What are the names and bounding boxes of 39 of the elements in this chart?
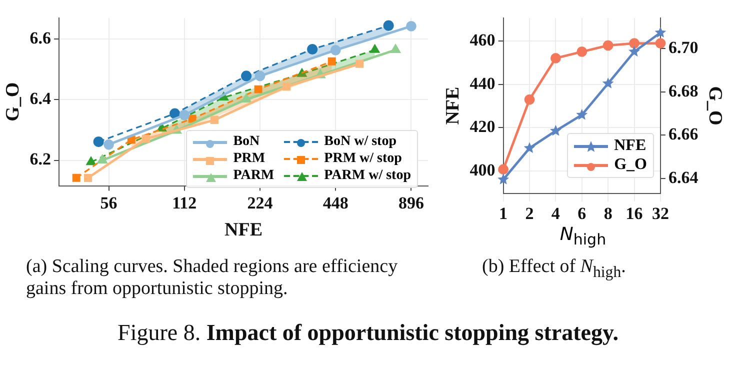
legend-label: BoN w/ stop xyxy=(324,134,397,150)
legend-label: PRM w/ stop xyxy=(324,151,402,167)
y2-tick-label: 6.64 xyxy=(668,168,699,187)
y2-tick-label: 6.66 xyxy=(668,124,698,144)
y2-tick-label: 6.70 xyxy=(668,38,698,58)
x-tick-label: 112 xyxy=(172,193,197,212)
legend-label: G_O xyxy=(614,156,647,174)
legend-label: NFE xyxy=(614,137,646,155)
x-tick-label: 16 xyxy=(626,204,643,224)
y-tick-label: 440 xyxy=(470,74,496,93)
legend-label: PARM w/ stop xyxy=(324,168,411,184)
legend-label: BoN xyxy=(233,134,260,150)
y-tick-label: 6.6 xyxy=(30,28,52,48)
y-tick-label: 6.4 xyxy=(30,89,52,108)
x-axis-title: NFE xyxy=(224,220,263,241)
y-tick-label: 420 xyxy=(470,117,496,136)
y2-axis-title: G_O xyxy=(704,86,726,126)
y2-tick-label: 6.68 xyxy=(668,81,698,100)
legend-label: PARM xyxy=(233,168,274,184)
x-tick-label: 2 xyxy=(525,204,534,224)
x-tick-label: 4 xyxy=(551,204,560,224)
x-tick-label: 56 xyxy=(100,193,118,212)
y-axis-title: G_O xyxy=(2,82,24,122)
x-tick-label: 32 xyxy=(652,204,669,224)
x-axis-title: N$_{high}$ xyxy=(560,224,606,249)
x-tick-label: 1 xyxy=(499,204,508,224)
x-tick-label: 6 xyxy=(578,204,586,224)
y-tick-label: 460 xyxy=(470,30,496,50)
caption: Figure 8. Impact of opportunistic stopping strategy. xyxy=(118,320,618,345)
text: (b) Effect of N$_{high}$. xyxy=(482,256,627,283)
text: (a) Scaling curves. Shaded regions are efficiency gains from opportunistic stopping. xyxy=(26,256,399,300)
y-axis-title: NFE xyxy=(442,86,464,125)
x-tick-label: 896 xyxy=(398,193,424,212)
y-tick-label: 400 xyxy=(470,160,496,180)
x-tick-label: 448 xyxy=(322,193,348,212)
legend-label: PRM xyxy=(233,151,266,167)
x-tick-label: 8 xyxy=(604,204,612,224)
y-tick-label: 6.2 xyxy=(30,150,52,169)
x-tick-label: 224 xyxy=(247,193,274,212)
